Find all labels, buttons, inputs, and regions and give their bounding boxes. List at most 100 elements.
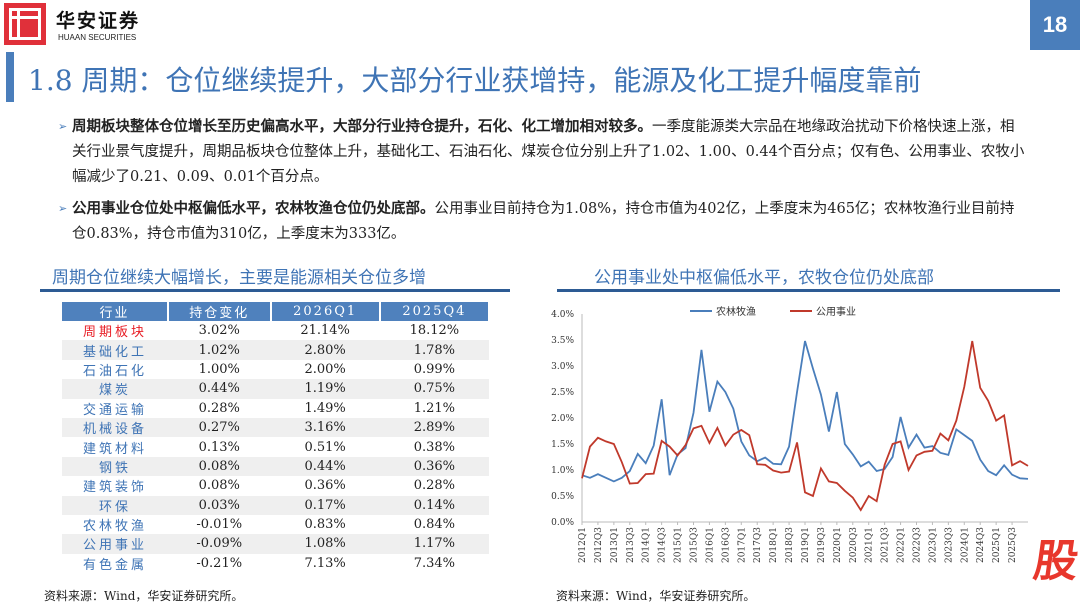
page-number: 18 <box>1030 0 1080 50</box>
table-header: 2025Q4 <box>379 302 491 321</box>
table-row: 交通运输 0.28% 1.49% 1.21% <box>62 399 489 418</box>
holdings-table: 行业 持仓变化 2026Q1 2025Q4 周期板块 3.02% 21.14% 18.… <box>62 302 491 573</box>
value-cell: -0.21% <box>196 555 243 571</box>
page-title: 1.8 周期：仓位继续提升，大部分行业获增持，能源及化工提升幅度靠前 <box>28 64 922 97</box>
arrow-icon: ➢ <box>58 202 68 215</box>
x-tick-label: 2019Q1 <box>801 527 811 563</box>
arrow-icon: ➢ <box>58 120 68 133</box>
table-header: 行业 <box>62 302 169 321</box>
value-cell: 0.36% <box>379 456 489 477</box>
watermark-logo: 股 <box>1030 536 1080 587</box>
title-accent-bar <box>6 52 14 102</box>
industry-cell: 建筑装饰 <box>82 480 147 496</box>
value-cell: 1.08% <box>270 534 380 554</box>
table-row: 钢铁 0.08% 0.44% 0.36% <box>62 456 489 477</box>
value-cell: 7.13% <box>304 555 346 571</box>
value-cell: 0.99% <box>413 361 456 377</box>
bullet-1-bold: 周期板块整体仓位增长至历史偏高水平，大部分行业持仓提升，石化、化工增加相对较多。 <box>72 118 652 135</box>
right-section-title: 公用事业处中枢偏低水平，农牧仓位仍处底部 <box>594 268 934 288</box>
value-cell: -0.09% <box>167 534 271 554</box>
industry-cell: 周期板块 <box>82 325 147 341</box>
table-row: 农林牧渔 -0.01% 0.83% 0.84% <box>62 515 489 534</box>
left-section-rule <box>40 289 510 292</box>
value-cell: 21.14% <box>300 323 350 339</box>
value-cell: 0.17% <box>270 495 380 515</box>
x-tick-label: 2020Q3 <box>849 527 859 563</box>
left-section-title: 周期仓位继续大幅增长，主要是能源相关仓位多增 <box>52 268 426 288</box>
industry-cell: 环保 <box>62 495 168 515</box>
value-cell: 1.21% <box>413 400 456 416</box>
table-row: 煤炭 0.44% 1.19% 0.75% <box>62 379 489 399</box>
x-tick-label: 2017Q1 <box>737 527 747 563</box>
value-cell: 0.08% <box>198 478 240 494</box>
x-tick-label: 2024Q1 <box>960 527 970 563</box>
table-row: 周期板块 3.02% 21.14% 18.12% <box>62 321 489 340</box>
series-line-agriculture <box>581 340 1029 483</box>
value-cell: 3.02% <box>198 323 240 339</box>
legend-label: 公用事业 <box>816 305 856 318</box>
value-cell: 0.28% <box>198 400 240 416</box>
x-tick-label: 2014Q3 <box>658 527 668 563</box>
x-tick-label: 2022Q1 <box>897 527 907 563</box>
value-cell: 1.00% <box>198 361 240 377</box>
x-tick-label: 2013Q3 <box>626 527 636 563</box>
x-tick-label: 2012Q3 <box>594 527 604 563</box>
x-tick-label: 2022Q3 <box>913 527 923 563</box>
value-cell: 0.27% <box>167 417 271 438</box>
x-tick-label: 2025Q3 <box>1008 527 1018 563</box>
x-tick-label: 2015Q1 <box>674 527 684 563</box>
x-tick-label: 2017Q3 <box>753 527 763 563</box>
x-tick-label: 2021Q3 <box>881 527 891 563</box>
x-tick-label: 2023Q3 <box>944 527 954 563</box>
x-tick-label: 2015Q3 <box>690 527 700 563</box>
y-tick-label: 0.5% <box>551 492 574 502</box>
value-cell: 1.17% <box>379 534 489 554</box>
x-tick-label: 2024Q3 <box>976 527 986 563</box>
industry-cell: 公用事业 <box>62 534 168 554</box>
y-tick-label: 4.0% <box>551 310 574 320</box>
value-cell: 0.44% <box>270 456 380 477</box>
x-tick-label: 2020Q1 <box>833 527 843 563</box>
holdings-line-chart: 0.0% 0.5% 1.0% 1.5% 2.0% 2.5% 3.0% 3.5% 4.0% 2012… <box>551 305 1029 563</box>
table-row: 石油石化 1.00% 2.00% 0.99% <box>62 360 489 379</box>
value-cell: 0.75% <box>379 379 489 399</box>
value-cell: 0.36% <box>304 478 346 494</box>
industry-cell: 钢铁 <box>62 456 168 477</box>
y-tick-label: 1.0% <box>551 466 574 476</box>
table-row: 环保 0.03% 0.17% 0.14% <box>62 495 489 515</box>
x-tick-label: 2014Q1 <box>642 527 652 563</box>
series-line-utilities <box>581 340 1029 512</box>
table-row: 有色金属 -0.21% 7.13% 7.34% <box>62 554 489 573</box>
value-cell: 2.89% <box>379 417 489 438</box>
industry-cell: 机械设备 <box>62 417 168 438</box>
value-cell: 0.08% <box>167 456 271 477</box>
x-tick-label: 2018Q3 <box>785 527 795 563</box>
x-tick-label: 2018Q1 <box>769 527 779 563</box>
value-cell: 2.00% <box>304 361 346 377</box>
table-row: 基础化工 1.02% 2.80% 1.78% <box>62 340 489 360</box>
y-tick-label: 3.5% <box>551 336 574 346</box>
industry-cell: 农林牧渔 <box>82 519 147 535</box>
table-header: 2026Q1 <box>270 302 381 321</box>
bullet-2: ➢ 公用事业仓位处中枢偏低水平，农林牧渔仓位仍处底部。公用事业目前持仓为1.08… <box>58 196 1027 247</box>
logo-icon <box>4 3 46 45</box>
value-cell: 2.80% <box>270 340 380 360</box>
y-tick-label: 2.5% <box>551 388 574 398</box>
value-cell: 0.84% <box>413 517 456 533</box>
value-cell: 18.12% <box>409 323 460 339</box>
x-tick-label: 2021Q1 <box>865 527 875 563</box>
bullet-2-bold: 公用事业仓位处中枢偏低水平，农林牧渔仓位仍处底部。 <box>72 200 435 217</box>
value-cell: 0.44% <box>167 379 271 399</box>
brand-name-cn: 华安证券 <box>56 10 141 32</box>
left-source-note: 资料来源：Wind，华安证券研究所。 <box>44 589 244 603</box>
value-cell: 7.34% <box>413 555 456 571</box>
table-row: 公用事业 -0.09% 1.08% 1.17% <box>62 534 489 554</box>
value-cell: 0.14% <box>379 495 489 515</box>
x-tick-label: 2016Q3 <box>721 527 731 563</box>
value-cell: 1.78% <box>379 340 489 360</box>
y-tick-label: 0.0% <box>551 518 574 528</box>
table-row: 建筑材料 0.13% 0.51% 0.38% <box>62 437 489 457</box>
legend-label: 农林牧渔 <box>716 305 756 318</box>
industry-cell: 交通运输 <box>82 402 147 418</box>
x-tick-label: 2025Q1 <box>992 527 1002 563</box>
